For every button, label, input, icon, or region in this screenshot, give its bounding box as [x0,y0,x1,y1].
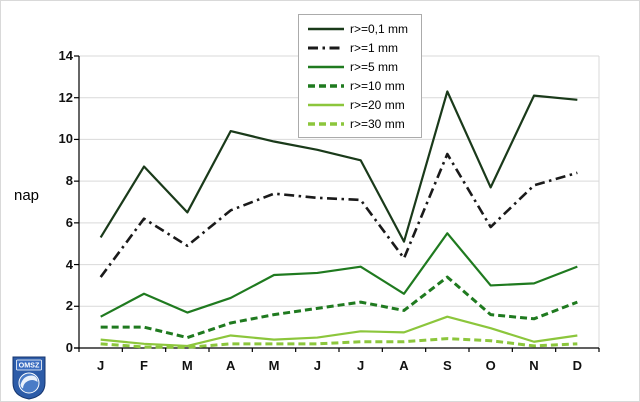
legend-label: r>=5 mm [350,59,399,74]
x-tick-label: O [485,358,496,373]
x-tick-label: J [313,358,321,373]
y-tick-label: 0 [65,340,73,355]
x-tick-label: S [442,358,452,373]
legend-label: r>=10 mm [350,78,405,93]
series-line-r-1-mm [99,152,578,278]
y-tick-label: 6 [65,214,73,230]
x-tick-label: J [97,358,105,373]
legend-line-sample [308,121,344,126]
series-line-r-30-mm [100,337,578,349]
legend-label: r>=20 mm [350,97,405,112]
series-line-r-0-1-mm [99,90,578,243]
legend-label: r>=1 mm [350,40,399,55]
y-tick-label: 12 [58,89,73,105]
omsz-logo: OMSZ [12,356,46,400]
series-line-r-5-mm [100,232,578,318]
legend-line-sample [308,83,344,88]
legend-line-sample [308,65,344,68]
legend-label: r>=0,1 mm [350,21,409,36]
legend-item-r-1-mm: r>=1 mm [307,39,415,57]
legend-item-r-0-1-mm: r>=0,1 mm [307,20,415,38]
x-tick-label: J [357,358,365,373]
legend-label: r>=30 mm [350,116,405,131]
omsz-wave-icon [20,375,38,389]
legend-line-sample [308,27,344,30]
legend-line-sample [308,46,344,49]
chart-legend: r>=0,1 mm r>=1 mm r>=5 mm r>=10 mm r>=20 mm r… [298,14,422,138]
legend-line-sample [308,103,344,106]
series-line-r-10-mm [100,275,578,340]
legend-item-r-20-mm: r>=20 mm [307,96,415,114]
y-axis-title: nap [14,187,40,204]
x-tick-label: M [268,358,280,373]
x-tick-label: A [225,358,236,373]
x-tick-label: N [529,358,539,373]
y-tick-label: 8 [65,173,73,189]
omsz-logo-text: OMSZ [19,361,40,370]
x-tick-label: D [572,358,583,373]
legend-item-r-10-mm: r>=10 mm [307,77,415,95]
y-tick-label: 4 [65,256,73,272]
series-line-r-20-mm [100,315,578,348]
y-tick-label: 2 [65,298,73,314]
legend-item-r-30-mm: r>=30 mm [307,115,415,133]
x-tick-label: M [181,358,193,373]
x-tick-label: F [140,358,148,373]
y-tick-label: 10 [58,131,73,147]
legend-item-r-5-mm: r>=5 mm [307,58,415,76]
omsz-banner [16,359,42,371]
x-tick-label: A [399,358,409,373]
y-tick-label: 14 [58,48,73,63]
